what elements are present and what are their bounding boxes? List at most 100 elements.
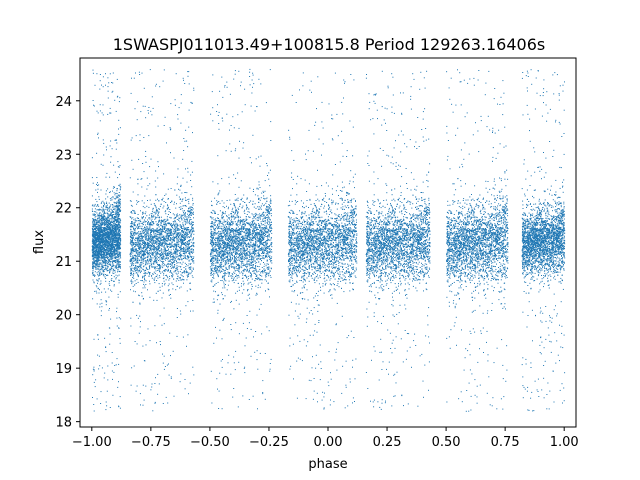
data-point — [193, 245, 194, 246]
data-point — [117, 161, 118, 162]
data-point — [166, 258, 167, 259]
data-point — [149, 259, 150, 260]
data-point — [120, 240, 121, 241]
data-point — [93, 255, 94, 256]
data-point — [138, 239, 139, 240]
data-point — [132, 253, 133, 254]
data-point — [117, 358, 118, 359]
data-point — [165, 258, 166, 259]
data-point — [116, 197, 117, 198]
data-point — [106, 235, 107, 236]
data-point — [107, 205, 108, 206]
data-point — [118, 214, 119, 215]
data-point — [110, 198, 111, 199]
data-point — [151, 230, 152, 231]
data-point — [167, 277, 168, 278]
data-point — [146, 215, 147, 216]
data-point — [117, 202, 118, 203]
data-point — [191, 234, 192, 235]
data-point — [98, 288, 99, 289]
data-point — [115, 211, 116, 212]
data-point — [117, 244, 118, 245]
data-point — [178, 228, 179, 229]
data-point — [180, 271, 181, 272]
data-point — [95, 199, 96, 200]
data-point — [120, 396, 121, 397]
data-point — [171, 201, 172, 202]
data-point — [173, 213, 174, 214]
data-point — [149, 267, 150, 268]
data-point — [117, 261, 118, 262]
data-point — [99, 225, 100, 226]
data-point — [154, 262, 155, 263]
data-point — [117, 219, 118, 220]
data-point — [120, 188, 121, 189]
data-point — [136, 204, 137, 205]
data-point — [100, 209, 101, 210]
data-point — [181, 274, 182, 275]
data-point — [152, 209, 153, 210]
data-point — [168, 270, 169, 271]
data-point — [119, 167, 120, 168]
data-point — [180, 262, 181, 263]
data-point — [112, 228, 113, 229]
data-point — [120, 210, 121, 211]
data-point — [177, 256, 178, 257]
data-point — [159, 271, 160, 272]
data-point — [105, 259, 106, 260]
data-point — [157, 259, 158, 260]
data-point — [142, 242, 143, 243]
data-point — [117, 275, 118, 276]
data-point — [187, 182, 188, 183]
data-point — [152, 213, 153, 214]
data-point — [182, 236, 183, 237]
data-point — [109, 228, 110, 229]
data-point — [165, 254, 166, 255]
data-point — [193, 217, 194, 218]
data-point — [188, 227, 189, 228]
data-point — [144, 286, 145, 287]
data-point — [146, 252, 147, 253]
data-point — [171, 217, 172, 218]
data-point — [99, 244, 100, 245]
data-point — [136, 261, 137, 262]
data-point — [151, 258, 152, 259]
data-point — [181, 218, 182, 219]
data-point — [111, 197, 112, 198]
data-point — [184, 235, 185, 236]
data-point — [158, 236, 159, 237]
data-point — [94, 371, 95, 372]
data-point — [130, 266, 131, 267]
data-point — [107, 222, 108, 223]
data-point — [115, 172, 116, 173]
data-point — [102, 231, 103, 232]
data-point — [186, 247, 187, 248]
data-point — [106, 260, 107, 261]
data-point — [120, 266, 121, 267]
data-point — [156, 250, 157, 251]
data-point — [187, 259, 188, 260]
data-point — [153, 217, 154, 218]
data-point — [186, 222, 187, 223]
data-point — [94, 215, 95, 216]
data-point — [99, 275, 100, 276]
data-point — [92, 218, 93, 219]
data-point — [115, 266, 116, 267]
data-point — [101, 283, 102, 284]
data-point — [116, 311, 117, 312]
data-point — [185, 224, 186, 225]
data-point — [144, 282, 145, 283]
data-point — [156, 270, 157, 271]
data-point — [96, 240, 97, 241]
data-point — [168, 220, 169, 221]
data-point — [114, 232, 115, 233]
data-point — [104, 248, 105, 249]
data-point — [107, 268, 108, 269]
data-point — [120, 291, 121, 292]
data-point — [107, 220, 108, 221]
data-point — [92, 231, 93, 232]
data-point — [93, 274, 94, 275]
data-point — [164, 281, 165, 282]
data-point — [156, 207, 157, 208]
data-point — [104, 210, 105, 211]
